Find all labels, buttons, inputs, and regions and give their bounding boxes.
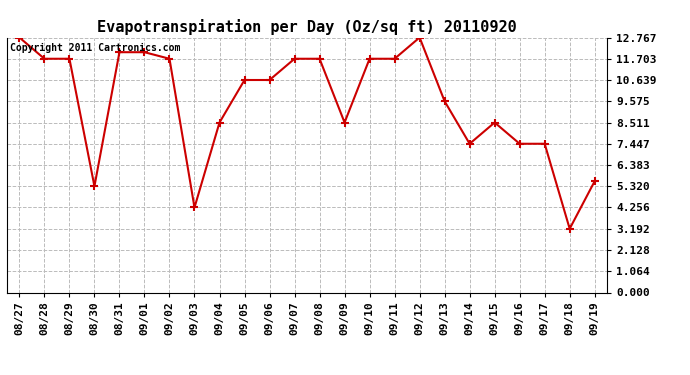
Title: Evapotranspiration per Day (Oz/sq ft) 20110920: Evapotranspiration per Day (Oz/sq ft) 20… bbox=[97, 19, 517, 35]
Text: Copyright 2011 Cartronics.com: Copyright 2011 Cartronics.com bbox=[10, 43, 180, 52]
